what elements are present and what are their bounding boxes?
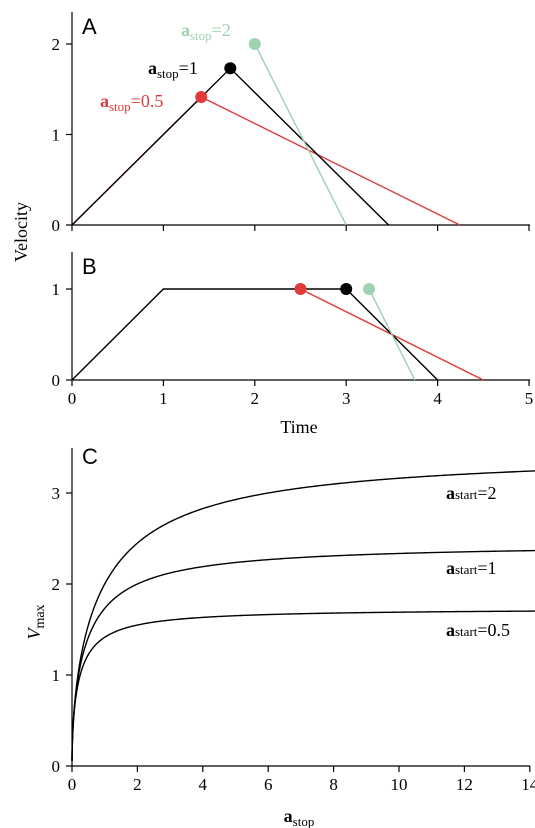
curve-annotation: astart=0.5: [446, 620, 510, 640]
curve-a-start-0-5: [71, 610, 535, 762]
panel-c-label: C: [82, 444, 98, 469]
y-tick-label: 1: [52, 666, 61, 685]
series-annotation: astop=2: [181, 20, 231, 43]
x-tick-label: 1: [159, 389, 168, 408]
vmax-sub: max: [33, 604, 48, 628]
y-tick-label: 2: [52, 35, 61, 54]
x-tick-label: 4: [199, 775, 208, 794]
x-tick-label: 0: [68, 389, 77, 408]
series-marker-a-stop-2: [248, 38, 261, 50]
astop-main: a: [284, 806, 293, 826]
series-marker-b-a-stop-1: [340, 283, 353, 295]
x-tick-label: 12: [456, 775, 473, 794]
astop-sub: stop: [293, 814, 315, 828]
series-marker-b-a-stop-2: [363, 283, 376, 295]
series-line-b-a-stop-2: [368, 288, 416, 381]
y-tick-label: 0: [52, 371, 61, 390]
y-tick-label: 3: [52, 484, 61, 503]
y-tick-label: 1: [52, 126, 61, 145]
y-tick-label: 2: [52, 575, 61, 594]
series-line-a-stop-2: [254, 43, 347, 226]
x-tick-label: 14: [521, 775, 535, 794]
time-axis-label: Time: [280, 417, 317, 437]
series-marker-a-stop-0-5: [195, 91, 208, 104]
astop-axis-label: astop: [284, 806, 315, 828]
curve-a-start-2: [71, 470, 535, 762]
x-tick-label: 8: [329, 775, 338, 794]
series-marker-a-stop-1: [224, 62, 237, 75]
x-tick-label: 0: [68, 775, 77, 794]
vmax-axis-label: Vmax: [24, 604, 48, 639]
curve-annotation: astart=2: [446, 483, 497, 503]
x-tick-label: 5: [525, 389, 534, 408]
y-tick-label: 1: [52, 280, 61, 299]
panel-b-label: B: [82, 254, 97, 279]
series-marker-b-a-stop-0-5: [294, 283, 307, 295]
series-annotation: astop=0.5: [100, 91, 163, 114]
velocity-axis-label: Velocity: [11, 202, 31, 262]
vmax-main: V: [24, 627, 44, 640]
x-tick-label: 2: [133, 775, 142, 794]
series-annotation: astop=1: [148, 58, 198, 81]
curve-a-start-1: [71, 549, 535, 762]
y-tick-label: 0: [52, 216, 61, 235]
x-tick-label: 10: [391, 775, 408, 794]
x-tick-label: 3: [342, 389, 351, 408]
panel-a-label: A: [82, 14, 97, 39]
curve-annotation: astart=1: [446, 558, 497, 578]
series-line-a-stop-0-5: [71, 96, 461, 226]
x-tick-label: 6: [264, 775, 273, 794]
x-tick-label: 4: [433, 389, 442, 408]
x-tick-label: 2: [251, 389, 260, 408]
series-line-b-a-stop-1: [71, 288, 439, 381]
y-tick-label: 0: [52, 757, 61, 776]
series-line-a-stop-1: [71, 67, 390, 226]
